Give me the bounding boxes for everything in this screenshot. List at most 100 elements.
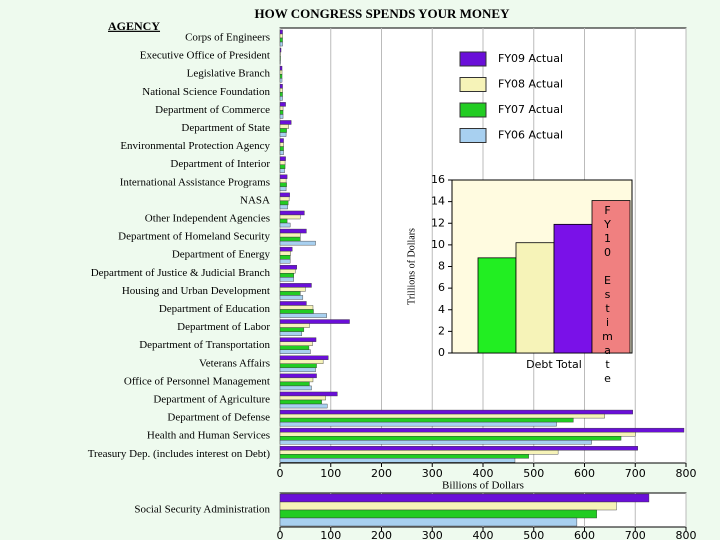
bar [279, 124, 289, 129]
x-tick-label: 0 [277, 529, 284, 540]
legend-label: FY08 Actual [498, 78, 563, 91]
bar [279, 436, 622, 441]
bar [279, 174, 288, 179]
bar [279, 218, 288, 224]
category-label: Legislative Branch [187, 68, 271, 80]
x-tick-label: 200 [371, 467, 392, 480]
bar [279, 269, 296, 274]
bar [279, 96, 283, 101]
bar [477, 257, 517, 354]
bar [279, 427, 685, 433]
bar [591, 200, 631, 354]
bar [279, 168, 285, 173]
y-tick-label: 0 [438, 346, 445, 359]
bar [279, 431, 636, 437]
bar [279, 440, 592, 445]
bar [279, 84, 283, 89]
bar [279, 309, 314, 314]
category-label: Department of State [181, 122, 270, 134]
bar [279, 250, 291, 256]
bar [279, 399, 322, 405]
category-label: Office of Personnel Management [124, 375, 270, 387]
bar [279, 120, 292, 125]
bar [279, 509, 597, 519]
x-tick-label: 200 [371, 529, 392, 540]
category-label: Department of Homeland Security [118, 231, 270, 243]
bar [279, 138, 284, 143]
bar [279, 102, 286, 107]
category-label: AGENCY [108, 19, 160, 33]
bar [279, 41, 283, 47]
bar [279, 291, 301, 296]
x-tick-label: 300 [422, 467, 443, 480]
bar [279, 186, 287, 192]
x-tick-label: 400 [473, 529, 494, 540]
bar [279, 254, 291, 260]
legend-label: FY06 Actual [498, 129, 563, 142]
x-tick-label: 700 [625, 529, 646, 540]
bar [279, 421, 557, 427]
x-tick-label: 100 [320, 467, 341, 480]
bar [279, 331, 303, 336]
bar [279, 385, 312, 391]
bar [279, 337, 317, 342]
bar [279, 222, 291, 228]
bar [279, 192, 290, 198]
x-tick-label: 700 [625, 467, 646, 480]
bar [279, 246, 293, 252]
bar [279, 132, 287, 137]
bar [279, 446, 638, 451]
x-axis-label: Billions of Dollars [442, 480, 524, 492]
bar [279, 319, 350, 324]
category-label: Department of Interior [170, 158, 270, 170]
bar [279, 47, 282, 53]
bar [279, 313, 327, 318]
bar [279, 493, 650, 503]
bar [279, 37, 283, 43]
bar [279, 373, 317, 379]
bar [279, 146, 284, 151]
bar [279, 142, 284, 147]
bar [279, 29, 283, 35]
bar [279, 156, 286, 161]
bar [279, 417, 574, 423]
y-tick-label: 6 [438, 281, 445, 294]
y-tick-label: 4 [438, 303, 445, 316]
bar [279, 277, 294, 282]
x-tick-label: 100 [320, 529, 341, 540]
bar [279, 210, 305, 216]
category-label: International Assistance Programs [120, 176, 270, 188]
y-tick-label: 8 [438, 260, 445, 273]
bar [279, 214, 301, 220]
bar [279, 403, 328, 409]
bar [279, 65, 283, 71]
bar [279, 150, 284, 155]
category-label: Social Security Administration [134, 504, 270, 516]
bar [279, 301, 307, 306]
bar [279, 259, 291, 264]
bar [279, 355, 329, 360]
legend-swatch [459, 77, 487, 92]
bar [279, 501, 617, 511]
bar [279, 128, 287, 133]
category-label: Department of Labor [177, 321, 270, 333]
bar [279, 110, 284, 115]
bar [279, 106, 284, 111]
legend-swatch [459, 128, 487, 143]
bar [279, 367, 316, 373]
bar [279, 409, 633, 415]
x-tick-label: 400 [473, 467, 494, 480]
bar [279, 200, 289, 206]
bar [279, 55, 281, 61]
bar [279, 305, 314, 310]
x-tick-label: 600 [574, 467, 595, 480]
y-tick-label: 16 [431, 173, 445, 186]
x-tick-label: 500 [523, 529, 544, 540]
bar [279, 160, 286, 165]
bar [279, 327, 305, 332]
bar [279, 178, 287, 183]
category-label: Executive Office of President [140, 50, 270, 62]
category-label: Department of Defense [167, 412, 270, 424]
bar [553, 223, 593, 354]
